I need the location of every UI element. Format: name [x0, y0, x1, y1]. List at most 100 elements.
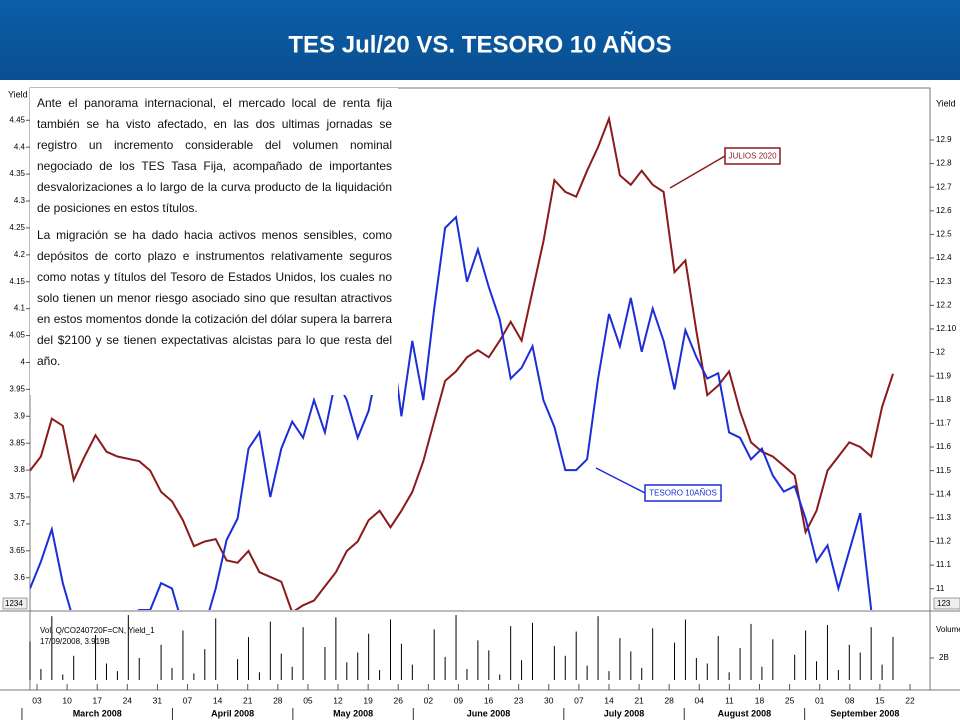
y-tick-label: 4.3 [14, 196, 26, 205]
x-tick-label: 01 [815, 695, 825, 705]
month-label: April 2008 [211, 708, 254, 718]
price-tag-box [933, 597, 960, 610]
volume-readout: 17/09/2008, 3.919B [40, 637, 110, 646]
x-tick-label: 26 [394, 695, 404, 705]
y-tick-label: 4.05 [9, 331, 25, 340]
y2-tick-label: 12.4 [936, 253, 952, 262]
volume-tick-label: 2B [939, 653, 949, 662]
y2-tick-label: 12.8 [936, 159, 952, 168]
x-tick-label: 12 [333, 695, 343, 705]
x-tick-label: 02 [424, 695, 434, 705]
x-tick-label: 23 [514, 695, 524, 705]
y2-tick-label: 11 [936, 584, 945, 593]
y-tick-label: 3.7 [14, 519, 26, 528]
y2-tick-label: 11.8 [936, 395, 952, 404]
y2-tick-label: 12.9 [936, 135, 952, 144]
y-tick-label: 3.85 [9, 438, 25, 447]
y2-tick-label: 12.6 [936, 206, 952, 215]
y-axis-label: Yield [8, 89, 28, 99]
volume-axis-label: Volume [936, 625, 960, 634]
series-label: TESORO 10AÑOS [649, 489, 717, 498]
x-tick-label: 07 [183, 695, 193, 705]
y2-tick-label: 12.2 [936, 300, 952, 309]
month-label: July 2008 [604, 708, 645, 718]
month-label: May 2008 [333, 708, 373, 718]
y2-tick-label: 11.9 [936, 371, 952, 380]
x-tick-label: 08 [845, 695, 855, 705]
y-tick-label: 3.6 [14, 573, 26, 582]
y-tick-label: 3.65 [9, 546, 25, 555]
price-tag: 123 [937, 599, 951, 608]
y-tick-label: 4.1 [14, 304, 26, 313]
y-tick-label: 4.35 [9, 169, 25, 178]
y2-tick-label: 11.2 [936, 537, 952, 546]
x-tick-label: 09 [454, 695, 464, 705]
y2-tick-label: 12.3 [936, 277, 952, 286]
y-tick-label: 3.75 [9, 492, 25, 501]
paragraph: La migración se ha dado hacia activos me… [37, 228, 392, 368]
x-tick-label: 30 [544, 695, 554, 705]
x-tick-label: 28 [664, 695, 674, 705]
annotation-leader [669, 155, 726, 189]
month-label: March 2008 [73, 708, 122, 718]
x-tick-label: 21 [634, 695, 644, 705]
y-tick-label: 4.15 [9, 277, 25, 286]
y2-tick-label: 11.5 [936, 466, 952, 475]
x-tick-label: 10 [62, 695, 72, 705]
x-tick-label: 25 [785, 695, 795, 705]
month-label: August 2008 [718, 708, 772, 718]
y-tick-label: 4.25 [9, 223, 25, 232]
annotation-box [724, 147, 781, 165]
y2-tick-label: 11.3 [936, 513, 952, 522]
y2-tick-label: 12.7 [936, 182, 952, 191]
x-tick-label: 07 [574, 695, 584, 705]
x-tick-label: 11 [725, 695, 734, 705]
x-tick-label: 04 [695, 695, 705, 705]
y-tick-label: 4.2 [14, 250, 26, 259]
x-tick-label: 21 [243, 695, 253, 705]
y-tick-label: 3.95 [9, 384, 25, 393]
y2-tick-label: 11.7 [936, 419, 952, 428]
x-tick-label: 19 [363, 695, 373, 705]
x-tick-label: 15 [875, 695, 885, 705]
series-line [30, 115, 894, 610]
paragraph: Ante el panorama internacional, el merca… [37, 96, 392, 215]
header-bar [0, 0, 960, 80]
y-tick-label: 3.8 [14, 465, 26, 474]
y2-tick-label: 11.4 [936, 489, 952, 498]
month-label: June 2008 [467, 708, 511, 718]
title: TES Jul/20 VS. TESORO 10 AÑOS [288, 30, 671, 58]
x-tick-label: 05 [303, 695, 313, 705]
x-tick-label: 18 [755, 695, 765, 705]
y2-axis-label: Yield [936, 98, 956, 108]
y2-tick-label: 11.1 [936, 560, 952, 569]
volume-title: Vol, Q/CO240720F=CN, Yield_1 [40, 626, 155, 635]
x-tick-label: 14 [213, 695, 223, 705]
x-tick-label: 31 [153, 695, 163, 705]
x-tick-label: 28 [273, 695, 283, 705]
plot [30, 115, 894, 610]
x-tick-label: 03 [32, 695, 42, 705]
annotation-box [644, 484, 722, 502]
y-tick-label: 4.4 [14, 142, 26, 151]
price-tag: 1234 [5, 599, 23, 608]
series-line [30, 215, 873, 610]
x-tick-label: 14 [604, 695, 614, 705]
series-label: JULIOS 2020 [728, 152, 777, 161]
price-tag-box [2, 597, 28, 610]
x-tick-label: 16 [484, 695, 494, 705]
commentary-box: Ante el panorama internacional, el merca… [30, 88, 398, 395]
x-tick-label: 17 [92, 695, 102, 705]
x-tick-label: 24 [123, 695, 133, 705]
x-tick-label: 22 [905, 695, 915, 705]
month-label: September 2008 [830, 708, 899, 718]
y2-tick-label: 11.6 [936, 442, 952, 451]
y2-tick-label: 12.5 [936, 230, 952, 239]
y-tick-label: 3.9 [14, 411, 26, 420]
y-tick-label: 4 [21, 358, 26, 367]
annotation-leader [595, 467, 646, 494]
y-tick-label: 4.45 [9, 115, 25, 124]
y2-tick-label: 12 [936, 348, 945, 357]
